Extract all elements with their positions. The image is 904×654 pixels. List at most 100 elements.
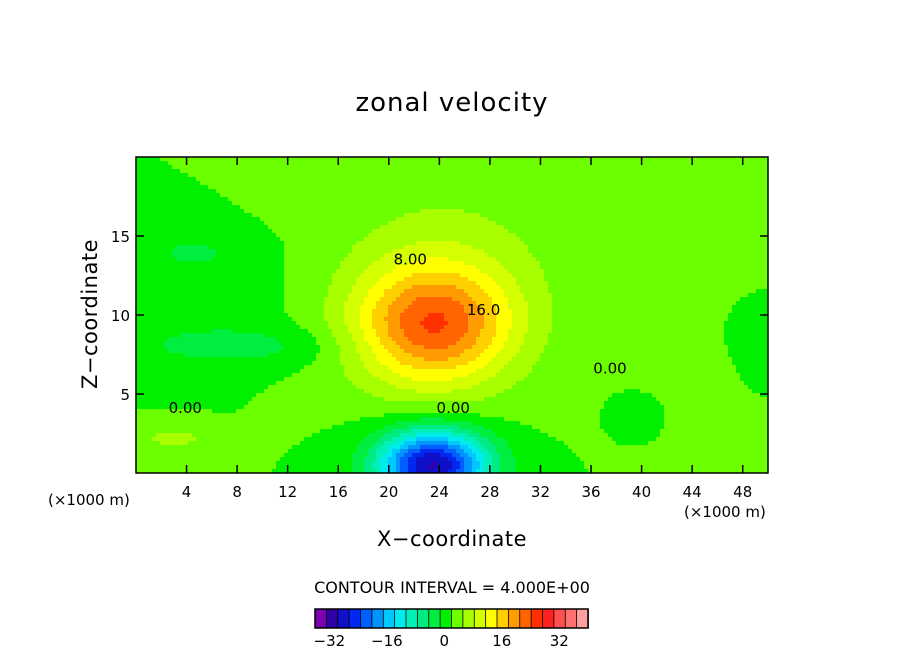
field-cell (608, 237, 613, 242)
field-cell (320, 169, 325, 174)
field-cell (412, 173, 417, 178)
field-cell (228, 173, 233, 178)
field-cell (456, 177, 461, 182)
field-cell (704, 277, 709, 282)
field-cell (440, 213, 445, 218)
field-cell (584, 169, 589, 174)
field-cell (468, 193, 473, 198)
field-cell (684, 161, 689, 166)
field-cell (440, 233, 445, 238)
field-cell (172, 165, 177, 170)
field-cell (508, 277, 513, 282)
field-cell (300, 281, 305, 286)
field-cell (140, 249, 145, 254)
field-cell (448, 165, 453, 170)
field-cell (264, 225, 269, 230)
field-cell (636, 157, 641, 162)
field-cell (360, 253, 365, 258)
field-cell (248, 177, 253, 182)
field-cell (304, 169, 309, 174)
field-cell (756, 261, 761, 266)
field-cell (476, 217, 481, 222)
field-cell (740, 165, 745, 170)
field-cell (160, 205, 165, 210)
field-cell (240, 161, 245, 166)
field-cell (384, 269, 389, 274)
field-cell (340, 169, 345, 174)
field-cell (348, 229, 353, 234)
field-cell (764, 273, 768, 278)
field-cell (656, 169, 661, 174)
field-cell (584, 237, 589, 242)
field-cell (604, 241, 609, 246)
field-cell (276, 257, 281, 262)
field-cell (572, 173, 577, 178)
field-cell (496, 169, 501, 174)
field-cell (600, 205, 605, 210)
field-cell (280, 189, 285, 194)
field-cell (624, 205, 629, 210)
field-cell (324, 165, 329, 170)
field-cell (752, 177, 757, 182)
field-cell (684, 169, 689, 174)
field-cell (680, 241, 685, 246)
field-cell (228, 189, 233, 194)
field-cell (568, 265, 573, 270)
field-cell (264, 249, 269, 254)
field-cell (616, 233, 621, 238)
field-cell (720, 177, 725, 182)
field-cell (500, 181, 505, 186)
field-cell (508, 253, 513, 258)
field-cell (524, 205, 529, 210)
field-cell (552, 197, 557, 202)
field-cell (368, 169, 373, 174)
field-cell (276, 225, 281, 230)
field-cell (244, 225, 249, 230)
field-cell (200, 269, 205, 274)
field-cell (528, 197, 533, 202)
field-cell (704, 169, 709, 174)
field-cell (520, 265, 525, 270)
field-cell (288, 229, 293, 234)
field-cell (576, 189, 581, 194)
field-cell (756, 257, 761, 262)
field-cell (160, 157, 165, 162)
field-cell (568, 257, 573, 262)
field-cell (356, 161, 361, 166)
field-cell (608, 181, 613, 186)
field-cell (252, 161, 257, 166)
field-cell (248, 213, 253, 218)
field-cell (228, 181, 233, 186)
field-cell (260, 233, 265, 238)
field-cell (388, 245, 393, 250)
field-cell (752, 169, 757, 174)
field-cell (296, 193, 301, 198)
field-cell (372, 265, 377, 270)
field-cell (704, 273, 709, 278)
field-cell (420, 185, 425, 190)
field-cell (548, 261, 553, 266)
field-cell (572, 217, 577, 222)
field-cell (696, 237, 701, 242)
field-cell (508, 281, 513, 286)
field-cell (764, 181, 768, 186)
field-cell (340, 221, 345, 226)
field-cell (700, 229, 705, 234)
field-cell (584, 225, 589, 230)
field-cell (512, 193, 517, 198)
field-cell (668, 229, 673, 234)
field-cell (440, 157, 445, 162)
field-cell (144, 257, 149, 262)
field-cell (460, 181, 465, 186)
field-cell (404, 217, 409, 222)
field-cell (316, 281, 321, 286)
field-cell (376, 221, 381, 226)
field-cell (672, 261, 677, 266)
field-cell (700, 169, 705, 174)
field-cell (548, 245, 553, 250)
field-cell (576, 261, 581, 266)
field-cell (528, 253, 533, 258)
field-cell (300, 197, 305, 202)
field-cell (424, 205, 429, 210)
field-cell (368, 221, 373, 226)
